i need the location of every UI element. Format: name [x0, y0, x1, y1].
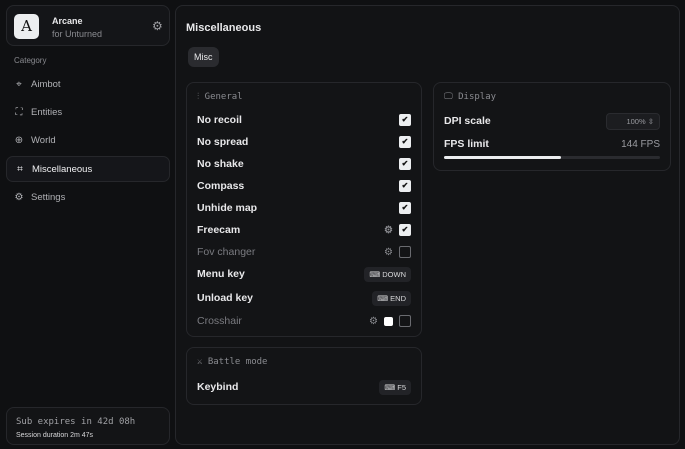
battle-mode-card: ⚔ Battle mode Keybind ⌨ F5 — [186, 347, 422, 405]
sidebar-item-aimbot[interactable]: ⌖ Aimbot — [6, 71, 170, 97]
fps-slider[interactable] — [444, 156, 660, 159]
category-label: Category — [14, 56, 47, 65]
battle-icon: ⚔ — [197, 357, 208, 367]
app-name: Arcane — [52, 16, 83, 26]
subscription-expiry: Sub expires in 42d 08h — [16, 417, 136, 427]
checkbox[interactable] — [399, 246, 411, 258]
gear-icon: ⚙ — [14, 191, 24, 203]
checkbox[interactable]: ✔ — [399, 224, 411, 236]
display-card: 🖵 Display DPI scale 100% ⇳ FPS limit 144 F… — [433, 82, 671, 171]
sidebar-item-label: Settings — [31, 191, 66, 203]
keyboard-icon: ⌨ — [377, 293, 391, 303]
checkbox[interactable]: ✔ — [399, 136, 411, 148]
keybind-button[interactable]: ⌨ F5 — [379, 379, 411, 395]
sidebar-item-label: Miscellaneous — [32, 163, 93, 175]
menu-key-button[interactable]: ⌨ DOWN — [364, 266, 411, 282]
brand-card: A Arcane for Unturned ⚙ — [6, 5, 170, 46]
section-title: ⫶ General — [197, 92, 243, 102]
subscription-card: Sub expires in 42d 08h Session duration … — [6, 407, 170, 445]
checkbox[interactable]: ✔ — [399, 158, 411, 170]
toggle-no-spread[interactable]: No spread ✔ — [197, 133, 411, 151]
section-title: 🖵 Display — [444, 92, 497, 102]
unload-key-row: Unload key ⌨ END — [197, 289, 411, 307]
globe-icon: ⊕ — [14, 134, 24, 146]
app-logo: A — [14, 14, 39, 39]
unload-key-button[interactable]: ⌨ END — [372, 290, 411, 306]
toggle-freecam[interactable]: Freecam ⚙ ✔ — [197, 221, 411, 239]
toggle-crosshair[interactable]: Crosshair ⚙ — [197, 312, 411, 330]
checkbox[interactable]: ✔ — [399, 202, 411, 214]
sidebar-item-settings[interactable]: ⚙ Settings — [6, 184, 170, 210]
toggle-no-recoil[interactable]: No recoil ✔ — [197, 111, 411, 129]
checkbox[interactable]: ✔ — [399, 180, 411, 192]
toggle-unhide-map[interactable]: Unhide map ✔ — [197, 199, 411, 217]
sidebar-item-miscellaneous[interactable]: ⌗ Miscellaneous — [6, 156, 170, 182]
gear-icon[interactable]: ⚙ — [152, 19, 163, 33]
color-swatch[interactable] — [384, 316, 393, 326]
section-title: ⚔ Battle mode — [197, 357, 268, 367]
tab-misc[interactable]: Misc — [188, 47, 219, 67]
checkbox[interactable]: ✔ — [399, 114, 411, 126]
grid-icon: ⌗ — [17, 163, 23, 175]
fps-limit-row: FPS limit 144 FPS — [444, 138, 660, 150]
keyboard-icon: ⌨ — [384, 382, 398, 392]
main-panel: Miscellaneous Misc ⫶ General No recoil ✔ … — [175, 5, 680, 445]
keyboard-icon: ⌨ — [369, 269, 383, 279]
sidebar-item-label: Entities — [31, 106, 63, 118]
gear-icon[interactable]: ⚙ — [369, 315, 378, 327]
sidebar-item-label: World — [31, 134, 56, 146]
monitor-icon: 🖵 — [444, 92, 459, 102]
app-subtitle: for Unturned — [52, 29, 103, 39]
toggle-fov-changer[interactable]: Fov changer ⚙ — [197, 243, 411, 261]
gear-icon[interactable]: ⚙ — [384, 224, 393, 236]
entities-icon: ⛶ — [15, 106, 23, 118]
toggle-no-shake[interactable]: No shake ✔ — [197, 155, 411, 173]
slider-fill — [444, 156, 561, 159]
page-title: Miscellaneous — [186, 22, 262, 34]
sidebar-item-entities[interactable]: ⛶ Entities — [6, 99, 170, 125]
sidebar-item-label: Aimbot — [31, 78, 61, 90]
checkbox[interactable] — [399, 315, 411, 327]
menu-key-row: Menu key ⌨ DOWN — [197, 265, 411, 283]
session-duration: Session duration 2m 47s — [16, 432, 94, 439]
sidebar-item-world[interactable]: ⊕ World — [6, 127, 170, 153]
crosshair-icon: ⌖ — [16, 78, 22, 90]
general-card: ⫶ General No recoil ✔ No spread ✔ No shake… — [186, 82, 422, 337]
keybind-row: Keybind ⌨ F5 — [197, 378, 411, 396]
dpi-scale-input[interactable]: 100% ⇳ — [606, 112, 660, 130]
toggle-compass[interactable]: Compass ✔ — [197, 177, 411, 195]
dpi-scale-row: DPI scale 100% ⇳ — [444, 112, 660, 130]
gear-icon[interactable]: ⚙ — [384, 246, 393, 258]
general-icon: ⫶ — [197, 92, 205, 102]
fps-value: 144 FPS — [621, 138, 660, 150]
